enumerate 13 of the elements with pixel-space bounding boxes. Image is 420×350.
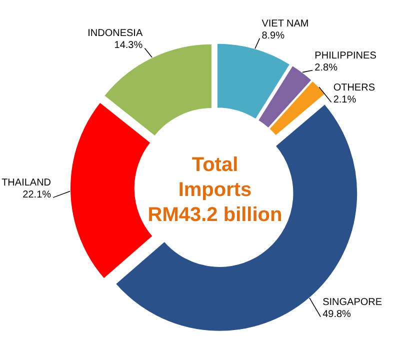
data-label: 22.1%	[22, 190, 52, 201]
data-label: 14.3%	[114, 40, 143, 52]
slice-label: SINGAPORE	[322, 296, 382, 308]
data-label: 2.8%	[314, 62, 338, 74]
slice-label: OTHERS	[333, 82, 376, 94]
data-label: 49.8%	[322, 308, 352, 320]
data-label: 2.1%	[333, 94, 356, 106]
slice-label: VIET NAM	[262, 18, 309, 30]
data-label: 8.9%	[262, 30, 285, 42]
text: Total Imports RM43.2 billion	[148, 154, 282, 226]
slice-label: THAILAND	[2, 178, 52, 189]
slice-label: INDONESIA	[88, 28, 143, 40]
slice-label: PHILIPPINES	[314, 50, 377, 62]
